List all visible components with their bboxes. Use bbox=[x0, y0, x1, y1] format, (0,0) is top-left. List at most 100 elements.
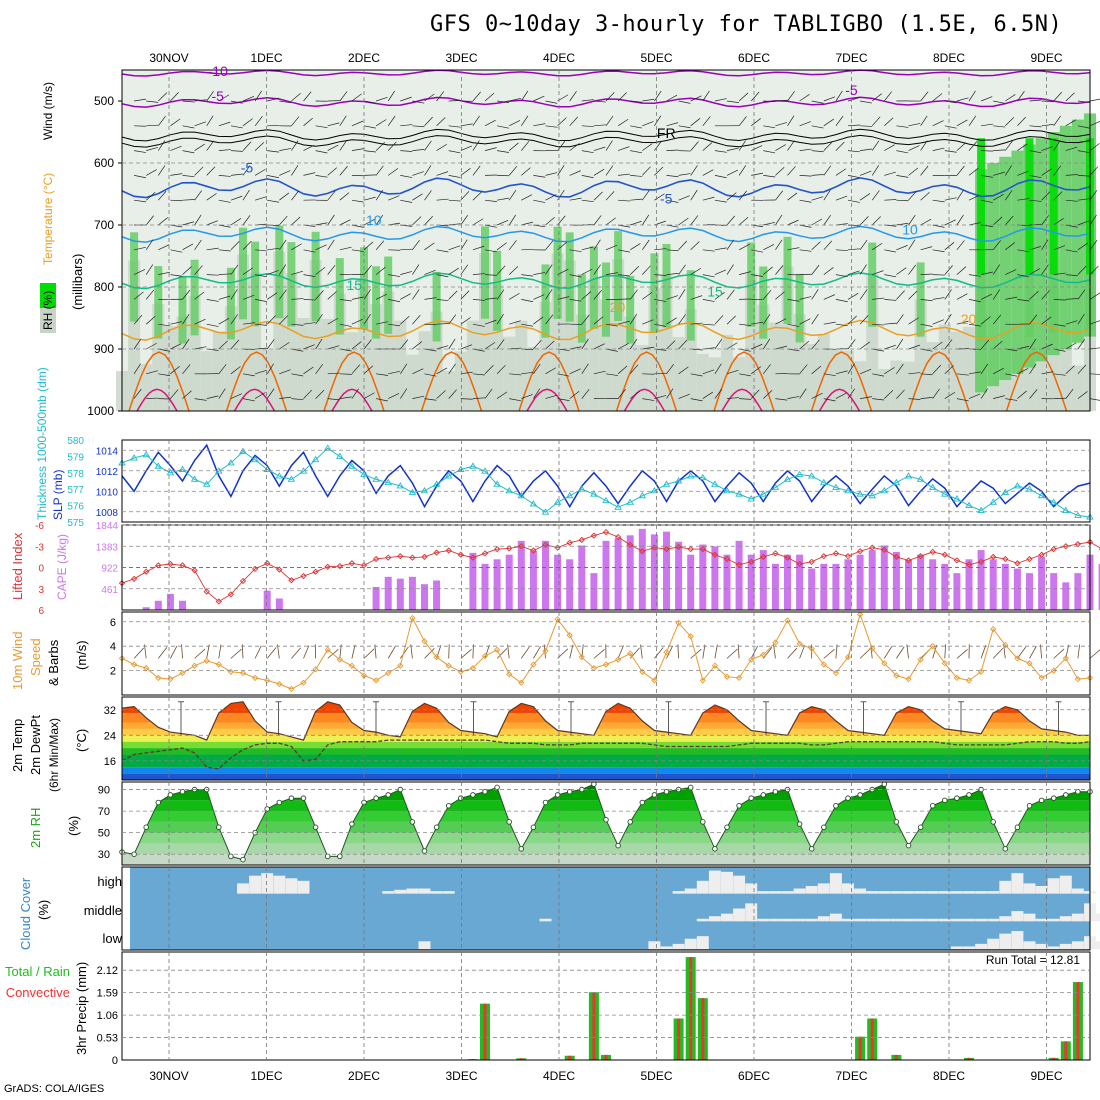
cape-bar bbox=[396, 578, 404, 610]
wind-barb bbox=[158, 165, 166, 176]
wind-barb bbox=[533, 123, 546, 127]
cape-bar bbox=[1001, 563, 1009, 610]
thickness-point bbox=[1001, 488, 1010, 495]
wind-barb bbox=[194, 166, 204, 176]
wind-barb bbox=[351, 388, 359, 399]
wind-barb bbox=[339, 219, 351, 226]
wind-barb bbox=[242, 165, 251, 176]
wind-barb bbox=[860, 148, 873, 151]
wind-barb bbox=[230, 100, 243, 104]
cloud-bar-middle bbox=[950, 918, 963, 922]
wind-barb bbox=[412, 368, 424, 375]
wind-barb bbox=[629, 390, 640, 399]
wind-barb bbox=[496, 219, 509, 226]
rh-point bbox=[228, 853, 234, 860]
lifted-index-point bbox=[1026, 555, 1033, 563]
wind-barb bbox=[484, 199, 497, 202]
y-axis-title: 10m Wind bbox=[10, 631, 25, 690]
credit-label: GrADS: COLA/IGES bbox=[4, 1083, 105, 1095]
wind-barb bbox=[932, 319, 944, 325]
wind-barb bbox=[605, 191, 615, 201]
lifted-index-point bbox=[953, 557, 961, 564]
cloud-bar-high bbox=[793, 888, 806, 894]
wind-barb bbox=[787, 299, 800, 302]
wind-barb bbox=[557, 373, 570, 377]
wind-barb bbox=[666, 249, 679, 252]
wind-barb bbox=[1029, 175, 1042, 179]
wind-speed-point bbox=[820, 661, 827, 668]
wind-barb bbox=[968, 194, 981, 201]
wind-barb bbox=[363, 313, 371, 325]
lifted-index-point bbox=[760, 553, 767, 561]
rh-fill bbox=[311, 231, 320, 322]
wind-barb bbox=[908, 344, 920, 350]
wind-speed-point bbox=[155, 674, 162, 682]
thickness-point bbox=[178, 465, 187, 472]
wind-barb bbox=[726, 100, 739, 103]
wind-barb bbox=[871, 165, 879, 176]
wind-barb bbox=[412, 239, 420, 251]
wind-barb bbox=[230, 393, 243, 399]
thickness-point bbox=[311, 455, 320, 463]
y-tick-label-right: 1012 bbox=[96, 467, 119, 478]
rh-point bbox=[494, 784, 500, 791]
wind-barb bbox=[1029, 389, 1038, 399]
wind-barb bbox=[327, 167, 338, 176]
wind-barb bbox=[569, 170, 581, 176]
cape-bar bbox=[1013, 568, 1021, 610]
wind-barb bbox=[811, 264, 820, 275]
wind-barb bbox=[133, 269, 146, 275]
wind-barb bbox=[726, 147, 739, 151]
cloud-bar-high bbox=[769, 891, 782, 894]
wind-barb bbox=[775, 167, 785, 176]
wind-speed-point bbox=[711, 662, 719, 669]
wind-barb bbox=[775, 239, 783, 250]
rh-point bbox=[966, 792, 972, 798]
temp-contour-30 bbox=[721, 388, 763, 412]
wind-barb bbox=[194, 99, 207, 102]
wind-barb bbox=[787, 115, 795, 126]
cloud-bar-high bbox=[1011, 873, 1024, 894]
cloud-bar-high bbox=[987, 891, 1000, 894]
lifted-index-point bbox=[917, 553, 924, 560]
wind-barb bbox=[400, 150, 413, 152]
wind-barb bbox=[1017, 646, 1027, 659]
lifted-index-point bbox=[808, 558, 815, 565]
wind-barb bbox=[605, 323, 618, 327]
wind-speed-point bbox=[723, 673, 731, 680]
wind-barb bbox=[884, 299, 897, 301]
wind-barb bbox=[726, 289, 735, 300]
wind-barb bbox=[678, 314, 686, 325]
wind-barb bbox=[242, 118, 253, 127]
rh-fill bbox=[1025, 138, 1034, 275]
rh-point bbox=[1026, 802, 1033, 809]
wind-barb bbox=[992, 216, 1003, 226]
rh-fill bbox=[345, 332, 358, 411]
cloud-bar-middle bbox=[1059, 916, 1072, 922]
wind-barb bbox=[896, 245, 908, 251]
wind-barb bbox=[859, 193, 871, 201]
wind-barb bbox=[327, 317, 339, 325]
thickness-point bbox=[965, 501, 973, 509]
wind-barb bbox=[920, 273, 933, 275]
wind-barb bbox=[1017, 143, 1028, 151]
thickness-point bbox=[444, 472, 453, 479]
cloud-bar-middle bbox=[696, 918, 709, 922]
wind-barb bbox=[581, 291, 592, 300]
wind-barb bbox=[702, 169, 714, 176]
contour-label: 15 bbox=[707, 283, 723, 299]
wind-barb bbox=[303, 91, 312, 102]
wind-barb bbox=[993, 171, 1005, 176]
wind-barb bbox=[896, 389, 905, 399]
cape-bar bbox=[905, 560, 912, 610]
precip-conv-bar bbox=[592, 992, 596, 1060]
rh-point bbox=[929, 802, 936, 809]
y-tick-label-right: 1844 bbox=[96, 521, 119, 532]
wind-barb bbox=[847, 292, 859, 300]
wind-barb bbox=[521, 323, 534, 327]
wind-barb bbox=[799, 364, 808, 375]
rh-fill bbox=[1035, 352, 1048, 411]
wind-barb bbox=[799, 318, 811, 325]
wind-barb bbox=[279, 148, 292, 151]
wind-barb bbox=[1065, 274, 1078, 277]
